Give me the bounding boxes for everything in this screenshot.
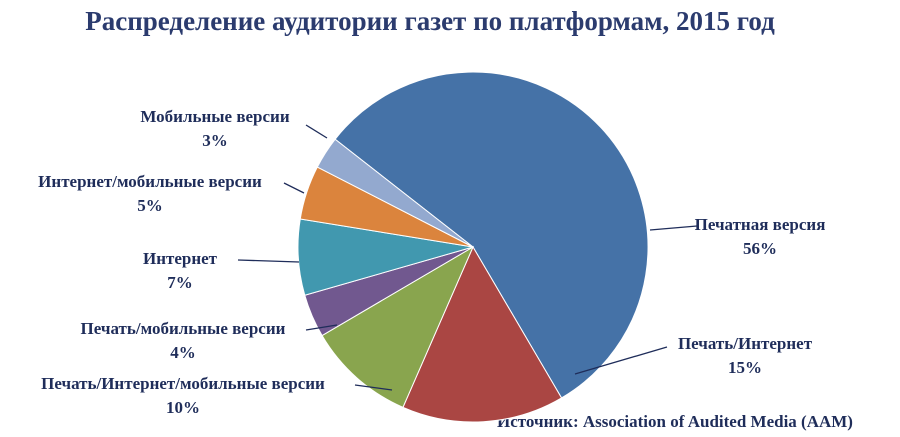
- slice-value-label: 15%: [728, 358, 762, 377]
- pie-slice: [334, 71, 649, 399]
- slice-label: Печать/Интернет: [678, 334, 813, 353]
- slice-label: Печать/Интернет/мобильные версии: [41, 374, 325, 393]
- slice-label: Печатная версия: [695, 215, 826, 234]
- leader-line: [305, 324, 338, 331]
- pie-slice: [321, 245, 475, 409]
- slice-value-label: 3%: [202, 131, 228, 150]
- leader-line: [237, 259, 300, 263]
- slice-value-label: 10%: [166, 398, 200, 417]
- leader-line: [283, 182, 305, 194]
- slice-value-label: 7%: [167, 273, 193, 292]
- leader-line: [305, 124, 328, 139]
- slice-label: Интернет/мобильные версии: [38, 172, 262, 191]
- leader-line: [574, 346, 668, 375]
- slice-value-label: 4%: [170, 343, 196, 362]
- slice-value-label: 5%: [137, 196, 163, 215]
- pie-slice: [402, 245, 563, 423]
- slice-label: Мобильные версии: [140, 107, 290, 126]
- slice-label: Интернет: [143, 249, 218, 268]
- leader-line: [649, 225, 698, 231]
- pie-slice: [316, 138, 474, 248]
- source-note: Источник: Association of Audited Media (…: [497, 412, 853, 431]
- slice-label: Печать/мобильные версии: [81, 319, 286, 338]
- leader-line: [354, 384, 393, 391]
- chart-title: Распределение аудитории газет по платфор…: [85, 6, 775, 36]
- slice-value-label: 56%: [743, 239, 777, 258]
